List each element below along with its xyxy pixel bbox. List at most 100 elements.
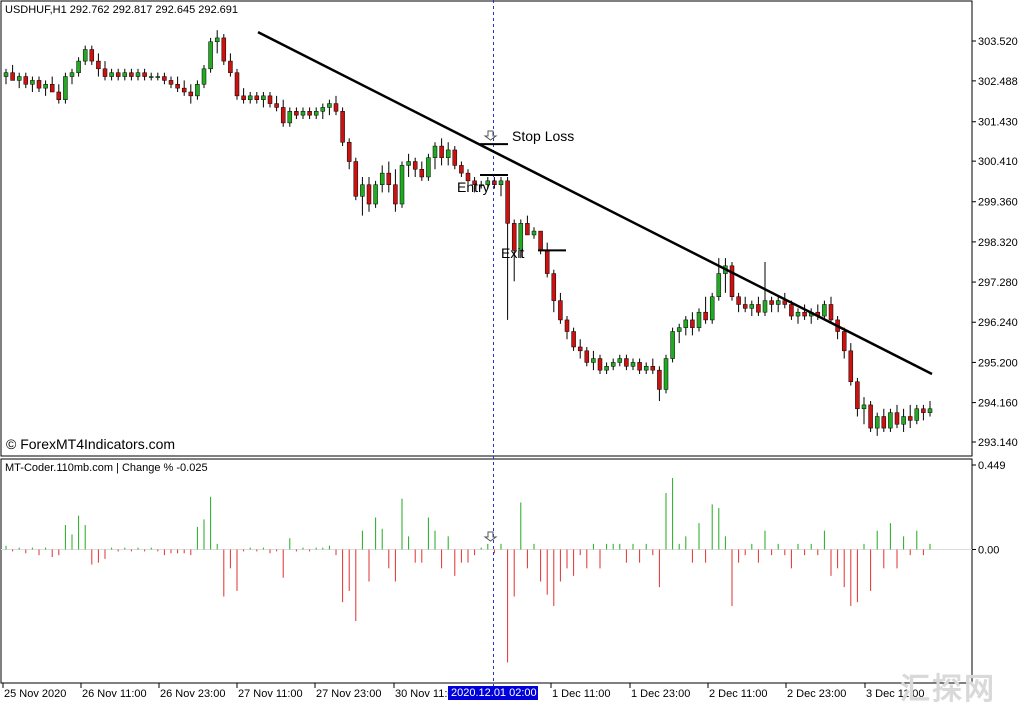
- candle: [214, 30, 220, 54]
- candle: [881, 408, 887, 432]
- candle: [465, 169, 471, 185]
- candle: [696, 308, 702, 332]
- candle: [703, 296, 708, 324]
- candle: [366, 176, 372, 212]
- exit-label: Exit: [501, 245, 525, 261]
- candle: [432, 142, 438, 170]
- candle: [670, 327, 675, 363]
- candle: [485, 176, 491, 189]
- price-tick-label: 298.320: [978, 237, 1018, 249]
- candle: [663, 354, 669, 394]
- candle: [122, 68, 128, 81]
- candle: [102, 61, 108, 81]
- candle: [360, 176, 365, 216]
- candle: [551, 269, 557, 313]
- candle: [181, 80, 187, 96]
- stop-loss-label: Stop Loss: [512, 128, 575, 144]
- price-tick-label: 293.140: [978, 437, 1018, 449]
- entry-label: Entry: [457, 179, 490, 195]
- candle: [690, 312, 695, 336]
- trendline[interactable]: [257, 30, 933, 376]
- candle: [591, 350, 596, 371]
- candle: [756, 296, 761, 317]
- candle: [56, 84, 62, 104]
- candle: [168, 76, 174, 89]
- candle: [69, 68, 75, 85]
- price-tick-label: 299.360: [978, 197, 1018, 209]
- price-tick-label: 294.160: [978, 398, 1018, 410]
- candle: [221, 34, 227, 65]
- candle: [749, 300, 755, 317]
- time-tick-label: 1 Dec 23:00: [631, 688, 690, 700]
- price-tick-label: 295.200: [978, 357, 1018, 369]
- site-watermark: 汇探网: [900, 672, 996, 707]
- candle: [769, 296, 774, 313]
- candle: [610, 358, 616, 371]
- indicator-header: MT-Coder.110mb.com | Change % -0.025: [5, 462, 208, 474]
- candle: [564, 316, 570, 340]
- candle: [129, 68, 134, 81]
- candle: [353, 157, 359, 201]
- candle: [426, 153, 431, 181]
- candle: [36, 76, 42, 92]
- time-highlight-label: 2020.12.01 02:00: [451, 687, 537, 699]
- copyright-text: © ForexMT4Indicators.com: [6, 436, 176, 452]
- candle: [637, 358, 642, 375]
- candle: [452, 146, 458, 170]
- candle: [558, 292, 563, 324]
- candle: [459, 161, 464, 177]
- time-tick-label: 26 Nov 23:00: [160, 688, 225, 700]
- candle: [267, 91, 273, 108]
- symbol-header: USDHUF,H1 292.762 292.817 292.645 292.69…: [5, 4, 239, 16]
- candle: [894, 404, 900, 429]
- candle: [888, 408, 893, 432]
- candle: [531, 227, 537, 239]
- candle: [228, 53, 233, 77]
- candle: [142, 68, 147, 81]
- candle: [340, 107, 345, 147]
- candle: [914, 404, 920, 425]
- candle: [855, 377, 860, 417]
- candle: [261, 91, 266, 108]
- candle: [63, 72, 68, 104]
- sub-window-border: [0, 458, 973, 684]
- candle: [676, 323, 682, 344]
- candle: [861, 397, 867, 425]
- candle: [518, 219, 524, 259]
- candle: [874, 412, 880, 436]
- candle: [393, 169, 398, 212]
- candle: [333, 95, 339, 116]
- candle: [492, 176, 497, 189]
- candle: [300, 107, 306, 120]
- candle: [439, 138, 444, 166]
- candle: [386, 161, 392, 193]
- candle: [307, 107, 312, 120]
- candle: [280, 99, 286, 127]
- candle: [868, 401, 873, 432]
- candle: [16, 72, 22, 89]
- candle: [617, 354, 623, 367]
- candle: [188, 84, 194, 104]
- candle: [604, 362, 609, 375]
- candle: [650, 358, 656, 375]
- candle: [802, 304, 807, 320]
- candle: [313, 107, 319, 120]
- candle: [624, 354, 629, 371]
- candle: [795, 308, 801, 324]
- candle: [643, 362, 649, 375]
- candle: [208, 37, 213, 73]
- main-chart-border: [0, 0, 973, 457]
- time-tick-label: 30 Nov 11:00: [395, 688, 460, 700]
- price-tick-label: 303.520: [978, 36, 1018, 48]
- candle: [419, 161, 425, 181]
- candle: [96, 53, 101, 77]
- candle: [505, 176, 510, 320]
- time-highlight-box: [448, 686, 538, 700]
- candle: [901, 408, 906, 432]
- candle: [445, 142, 451, 166]
- candle: [287, 107, 293, 127]
- candle: [135, 68, 141, 81]
- candle: [822, 300, 827, 320]
- candle: [511, 219, 517, 282]
- time-tick-label: 2 Dec 11:00: [709, 688, 768, 700]
